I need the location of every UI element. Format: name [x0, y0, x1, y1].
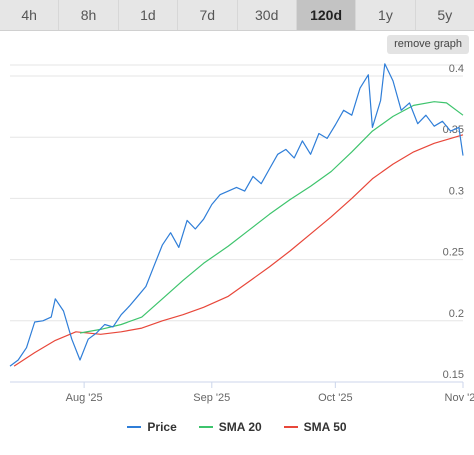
- range-button-8h[interactable]: 8h: [59, 0, 119, 30]
- legend-label: Price: [147, 420, 177, 434]
- series-line-sma-20: [79, 101, 464, 334]
- legend-item-price[interactable]: Price: [127, 420, 177, 434]
- range-button-7d[interactable]: 7d: [178, 0, 238, 30]
- legend-label: SMA 50: [303, 420, 347, 434]
- x-tick-label: Oct '25: [318, 392, 353, 404]
- series-line-price: [9, 63, 464, 367]
- y-tick-label: 0.4: [449, 63, 464, 75]
- legend-item-sma-50[interactable]: SMA 50: [283, 420, 347, 434]
- range-button-4h[interactable]: 4h: [0, 0, 60, 30]
- range-button-1d[interactable]: 1d: [119, 0, 179, 30]
- series-line-sma-50: [13, 134, 464, 367]
- legend-swatch: [127, 426, 142, 428]
- chart-legend: Price SMA 20 SMA 50: [0, 420, 474, 434]
- legend-swatch: [283, 426, 298, 428]
- x-tick-label: Sep '25: [193, 392, 230, 404]
- x-tick-label: Nov '25: [445, 392, 474, 404]
- y-tick-label: 0.2: [449, 308, 464, 320]
- range-button-5y[interactable]: 5y: [437, 7, 453, 23]
- y-tick-label: 0.15: [443, 369, 464, 381]
- legend-swatch: [198, 426, 213, 428]
- y-tick-label: 0.3: [449, 185, 464, 197]
- range-button-120d[interactable]: 120d: [296, 0, 357, 30]
- range-button-30d[interactable]: 30d: [238, 0, 297, 30]
- remove-graph-button[interactable]: remove graph: [387, 35, 469, 54]
- y-tick-label: 0.25: [443, 247, 464, 259]
- x-tick-label: Aug '25: [66, 392, 103, 404]
- time-range-selector: 4h 8h 1d 7d 30d 120d 1y 5y: [0, 0, 474, 31]
- range-button-1y[interactable]: 1y: [356, 0, 416, 30]
- legend-label: SMA 20: [218, 420, 262, 434]
- legend-item-sma-20[interactable]: SMA 20: [198, 420, 262, 434]
